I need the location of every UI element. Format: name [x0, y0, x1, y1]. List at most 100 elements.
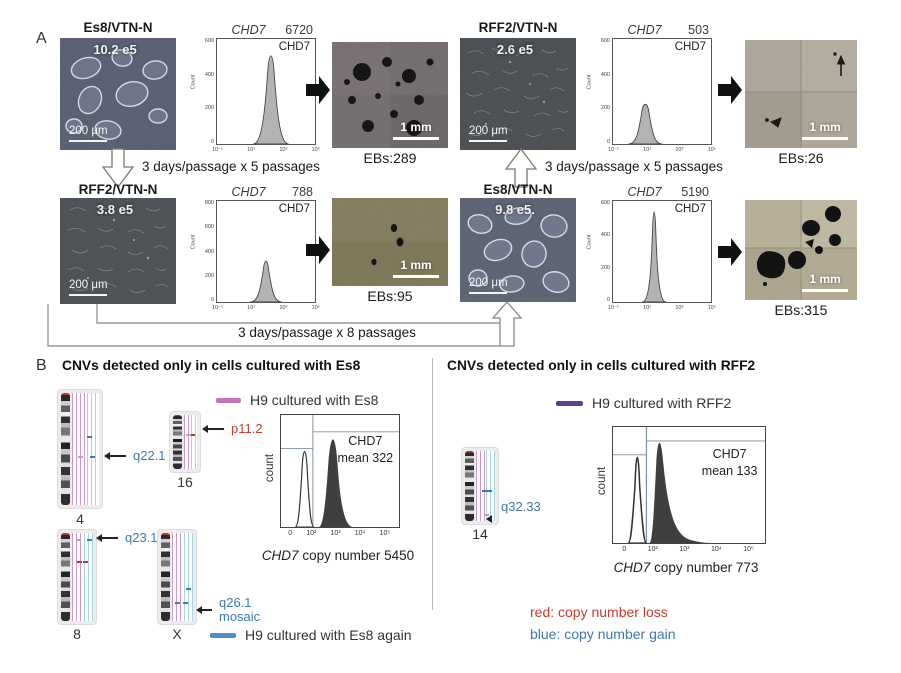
right-arrow-icon	[306, 76, 330, 104]
y-ticks: 600 400 200 0	[600, 200, 610, 303]
passage-note-right: 3 days/passage x 5 passages	[545, 159, 723, 174]
flow-caption-right: CHD7 copy number 773	[613, 560, 759, 575]
callout-q32-33-label: q32.33	[501, 499, 541, 514]
chr8-label: 8	[73, 626, 81, 642]
flow-histogram-503: CHD7 503 Count 600 400 200 0 CHD7 10⁻¹ 10¹ 1…	[584, 22, 716, 158]
eb-count-label: EBs:26	[778, 150, 824, 166]
marker-label: CHD7	[674, 41, 706, 53]
histogram-title: CHD7 503	[627, 23, 709, 37]
histogram-plot: CHD7	[612, 200, 712, 303]
colony-illustration	[60, 38, 176, 150]
cnv-tracks	[72, 533, 93, 621]
cnv-marker	[487, 489, 493, 492]
callout-p11-2: p11.2	[202, 422, 263, 436]
cnv-marker	[82, 561, 88, 564]
y-ticks: 800 600 400 200 0	[204, 200, 214, 303]
cnv-marker	[182, 601, 188, 604]
histogram-plot: CHD7	[216, 38, 316, 145]
cnv-marker	[174, 601, 180, 604]
flow-overlay-rff2: count CHD7 mean 133 0 10² 10³ 10⁴ 10⁵	[594, 426, 766, 558]
right-arrow-icon	[718, 76, 742, 104]
fibroblast-illustration	[60, 198, 176, 304]
y-ticks: 600 400 200 0	[204, 38, 214, 145]
eb-image-315: 1 mm	[745, 200, 857, 300]
scale-bar: 200 μm	[469, 125, 508, 142]
flow-histogram-6720: CHD7 6720 Count 600 400 200 0 CHD7 10⁻¹ 10¹ …	[188, 22, 320, 158]
count-axis-label: count	[264, 453, 277, 482]
flow-plot: CHD7 mean 322	[280, 414, 400, 528]
left-arrow-icon	[196, 606, 212, 613]
flow-histogram-5190: CHD7 5190 Count 600 400 200 0 CHD7 10⁻¹ 10¹ …	[584, 184, 716, 316]
scale-bar: 200 μm	[69, 279, 108, 296]
cnv-marker	[481, 489, 487, 492]
left-arrow-icon	[202, 425, 224, 432]
passage-note-left: 3 days/passage x 5 passages	[142, 159, 320, 174]
group2-title: RFF2/VTN-N	[478, 20, 558, 35]
marker-label: CHD7	[278, 41, 310, 53]
cell-count-overlay: 10.2 e5	[93, 42, 137, 57]
micrograph-es8-after: 9.8 e5. 200 μm	[460, 198, 576, 302]
cnv-marker	[77, 455, 83, 458]
left-arrow-icon	[104, 452, 126, 459]
panel-divider	[432, 358, 433, 610]
micrograph-rff2-after: 2.6 e5 200 μm	[460, 38, 576, 150]
cell-count-overlay: 9.8 e5.	[495, 202, 535, 217]
fibroblast-illustration	[460, 38, 576, 150]
histogram-title: CHD7 5190	[627, 185, 709, 199]
eb-scale-bar: 1 mm	[393, 258, 439, 278]
flow-plot: CHD7 mean 133	[612, 426, 766, 544]
cnv-marker	[86, 539, 92, 542]
histogram-plot: CHD7	[216, 200, 316, 303]
cnv-tracks	[184, 415, 197, 469]
histogram-plot: CHD7	[612, 38, 712, 145]
ideogram-chr16	[170, 412, 200, 472]
cnv-marker	[90, 455, 96, 458]
legend-dash-blue	[210, 632, 236, 638]
panel-b-label: B	[36, 357, 47, 374]
passage-note-bottom: 3 days/passage x 8 passages	[238, 325, 416, 340]
x-ticks: 0 10² 10³ 10⁴ 10⁵	[622, 546, 754, 553]
legend-es8: H9 cultured with Es8	[216, 392, 378, 408]
panel-b-right-title: CNVs detected only in cells cultured wit…	[447, 358, 756, 373]
x-ticks: 0 10² 10³ 10⁴ 10⁵	[288, 530, 391, 537]
eb-scale-bar: 1 mm	[802, 120, 848, 140]
y-ticks: 600 400 200 0	[600, 38, 610, 145]
cell-count-overlay: 2.6 e5	[496, 42, 534, 57]
down-arrow-icon	[102, 148, 134, 188]
x-ticks: 10⁻¹ 10¹ 10³ 10⁵	[608, 305, 716, 311]
cnv-tracks	[476, 451, 495, 521]
histogram-title: CHD7 788	[231, 185, 313, 199]
flow-histogram-788: CHD7 788 Count 800 600 400 200 0 CHD7 10⁻¹ 1…	[188, 184, 320, 316]
cnv-marker	[185, 587, 191, 590]
chr16-label: 16	[177, 474, 193, 490]
legend-dash-pink	[216, 397, 241, 403]
group1-title: Es8/VTN-N	[83, 20, 153, 35]
note-copy-number-loss: red: copy number loss	[530, 604, 668, 620]
eb-scale-bar: 1 mm	[802, 272, 848, 292]
flow-annotation: CHD7 mean 322	[337, 433, 394, 465]
x-ticks: 10⁻¹ 10¹ 10³ 10⁵	[212, 305, 320, 311]
karyotype-band	[61, 393, 70, 505]
right-arrow-icon	[718, 238, 742, 266]
cnv-tracks	[72, 393, 99, 505]
cnv-marker	[86, 435, 92, 438]
count-axis-label: count	[596, 467, 609, 496]
callout-q22-1: q22.1	[104, 449, 166, 463]
up-arrow-icon	[505, 148, 537, 188]
flow-caption-left: CHD7 copy number 5450	[261, 548, 415, 563]
flow-annotation: CHD7 mean 133	[701, 446, 758, 478]
micrograph-rff2-start: 3.8 e5 200 μm	[60, 198, 176, 304]
karyotype-band	[61, 533, 70, 621]
chr4-label: 4	[76, 511, 84, 527]
panel-b-left-title: CNVs detected only in cells cultured wit…	[62, 358, 361, 373]
group4-title: Es8/VTN-N	[483, 182, 553, 197]
eb-image-26: 1 mm	[745, 40, 857, 148]
cnv-marker	[185, 434, 191, 437]
flow-overlay-es8: count CHD7 mean 322 0 10² 10³ 10⁴ 10⁵	[262, 414, 400, 542]
karyotype-band	[173, 415, 182, 469]
ideogram-chr8	[58, 530, 96, 624]
colony-illustration	[460, 198, 576, 302]
cnv-marker	[190, 434, 196, 437]
cnv-tracks	[172, 533, 193, 621]
legend-rff2: H9 cultured with RFF2	[556, 395, 731, 411]
